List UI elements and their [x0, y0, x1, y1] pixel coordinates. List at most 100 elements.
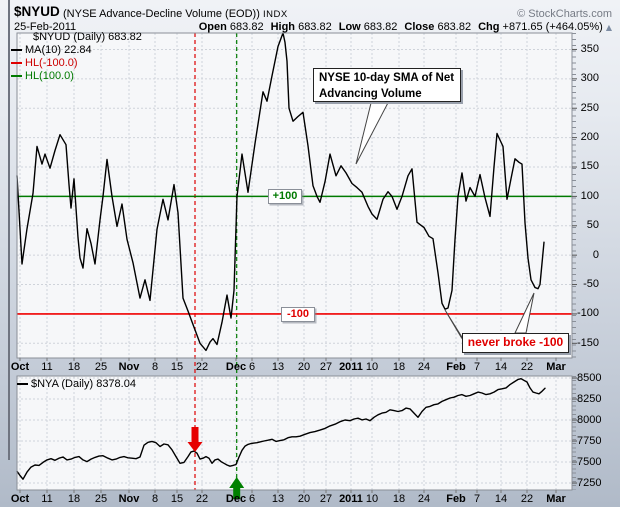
y-tick-label: 350 — [580, 42, 599, 55]
y-axis-minor-ticks — [572, 376, 576, 490]
y-tick-label: 50 — [586, 219, 599, 232]
x-tick-label: 15 — [170, 361, 184, 373]
x-tick-label: 8 — [151, 361, 159, 373]
x-tick-label: 20 — [297, 493, 311, 505]
legend-line-swatch — [11, 61, 22, 65]
ohlc-quote-row: Open 683.82 High 683.82 Low 683.82 Close 68… — [150, 20, 612, 35]
legend-line-swatch — [11, 48, 22, 52]
quote-label: Open — [198, 21, 227, 33]
x-tick-label: 13 — [271, 361, 285, 373]
y-tick-label: 8250 — [577, 392, 602, 405]
quote-label: High — [270, 21, 296, 33]
x-tick-label: 22 — [520, 493, 534, 505]
y-tick-label: 7500 — [577, 455, 602, 468]
legend-label: $NYUD (Daily) 683.82 — [33, 31, 142, 43]
quote-label: Low — [338, 21, 361, 33]
x-tick-label: 8 — [151, 493, 159, 505]
x-tick-label: 18 — [392, 361, 406, 373]
x-tick-label: 7 — [473, 493, 481, 505]
x-tick-label: 22 — [195, 493, 209, 505]
x-tick-label: Mar — [546, 493, 566, 505]
x-tick-label: 22 — [520, 361, 534, 373]
quote-value: 683.82 — [360, 21, 398, 33]
legend-item: $NYUD (Daily) 683.82 — [33, 31, 142, 44]
x-tick-label: 6 — [248, 361, 256, 373]
legend-label: MA(10) 22.84 — [25, 44, 92, 56]
x-tick-label: Mar — [546, 361, 566, 373]
quote-value: 683.82 — [434, 21, 472, 33]
symbol-title: $NYUD — [14, 4, 60, 19]
legend-item: HL(100.0) — [11, 70, 74, 83]
annotation-sma-line2: Advancing Volume — [319, 88, 422, 100]
x-tick-label: 14 — [494, 361, 508, 373]
y-tick-label: 0 — [592, 248, 599, 261]
y-tick-label: -100 — [576, 307, 599, 320]
y-tick-label: 8000 — [577, 413, 602, 426]
x-tick-label: 18 — [67, 361, 81, 373]
x-tick-label: 10 — [365, 361, 379, 373]
quote-label: Chg — [478, 21, 500, 33]
legend-line-swatch — [11, 74, 22, 78]
annotation-sma-callout: NYSE 10-day SMA of Net Advancing Volume — [313, 68, 461, 102]
legend-label: $NYA (Daily) 8378.04 — [31, 378, 136, 390]
x-tick-label: 27 — [319, 361, 333, 373]
x-tick-label: 6 — [248, 493, 256, 505]
y-tick-label: 250 — [580, 101, 599, 114]
x-tick-label: 25 — [94, 493, 108, 505]
y-tick-label: 8500 — [577, 371, 602, 384]
annotation-never-broke: never broke -100 — [462, 333, 569, 353]
x-tick-label: 25 — [94, 361, 108, 373]
y-axis-minor-ticks — [572, 33, 576, 358]
x-tick-label: 20 — [297, 361, 311, 373]
x-tick-label: 11 — [41, 493, 53, 505]
y-tick-label: -50 — [583, 278, 599, 291]
quote-label: Close — [404, 21, 435, 33]
x-tick-label: 27 — [319, 493, 333, 505]
x-tick-label: 24 — [417, 361, 431, 373]
hline-minus100-label: -100 — [281, 307, 315, 322]
x-tick-label: Oct — [10, 361, 30, 373]
x-tick-label: 13 — [271, 493, 285, 505]
x-tick-label: 7 — [473, 361, 481, 373]
change-up-triangle-icon: ▲ — [605, 23, 612, 32]
x-tick-label: Feb — [446, 493, 466, 505]
copyright-label: © StockCharts.com — [517, 8, 612, 20]
x-tick-label: Dec — [225, 493, 247, 505]
x-tick-label: Dec — [225, 361, 247, 373]
y-tick-label: 100 — [580, 189, 599, 202]
x-tick-label: Nov — [118, 493, 140, 505]
x-tick-label: 2011 — [339, 493, 363, 505]
x-tick-label: 14 — [494, 493, 508, 505]
y-tick-label: 7250 — [577, 476, 602, 489]
x-tick-label: 24 — [417, 493, 431, 505]
annotation-sma-line1: NYSE 10-day SMA of Net — [319, 72, 455, 84]
y-tick-label: 200 — [580, 131, 599, 144]
x-tick-label: 11 — [41, 361, 53, 373]
x-tick-label: Nov — [118, 361, 140, 373]
x-tick-label: Oct — [10, 493, 30, 505]
x-tick-label: 10 — [365, 493, 379, 505]
legend-item: HL(-100.0) — [11, 57, 78, 70]
symbol-description: (NYSE Advance-Decline Volume (EOD)) — [63, 8, 260, 20]
page-left-edge — [8, 0, 10, 460]
y-tick-label: -150 — [576, 336, 599, 349]
x-tick-label: 18 — [392, 493, 406, 505]
legend-item: $NYA (Daily) 8378.04 — [17, 378, 136, 391]
quote-date: 25-Feb-2011 — [14, 21, 77, 33]
legend-label: HL(-100.0) — [25, 57, 78, 69]
quote-value: +871.65 (+464.05%) — [499, 21, 603, 33]
legend-line-swatch — [17, 382, 28, 386]
y-tick-label: 300 — [580, 72, 599, 85]
y-tick-label: 150 — [580, 160, 599, 173]
x-tick-label: 15 — [170, 493, 184, 505]
quote-value: 683.82 — [226, 21, 264, 33]
x-tick-label: Feb — [446, 361, 466, 373]
hline-plus100-label: +100 — [268, 189, 302, 204]
exchange-label: INDX — [263, 9, 288, 20]
x-tick-label: 22 — [195, 361, 209, 373]
x-tick-label: 18 — [67, 493, 81, 505]
quote-value: 683.82 — [295, 21, 332, 33]
legend-item: MA(10) 22.84 — [11, 44, 92, 57]
